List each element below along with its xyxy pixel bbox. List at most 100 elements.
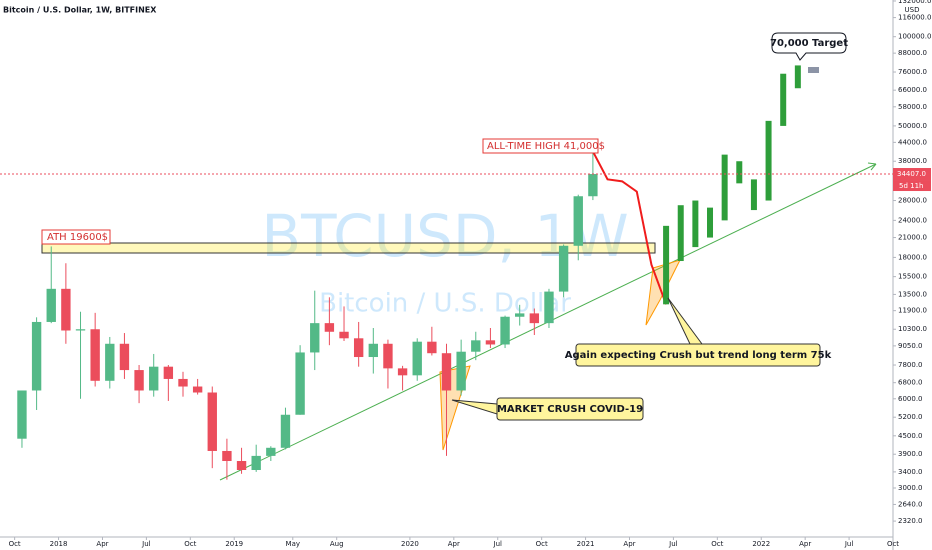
crush-box [575,343,821,367]
target-label: 70,000 Target [770,38,848,49]
x-tick-label: 2021 [577,540,595,548]
target-callout [771,32,847,61]
candle-body [471,340,481,352]
trendline-arrow [867,162,877,171]
x-tick-label: Oct [184,540,196,548]
x-tick-label: 2018 [50,540,68,548]
candle-body [515,313,525,317]
projection-bar [750,179,757,211]
y-tick-label: 6000.0 [898,395,923,403]
candle-body [192,386,203,393]
x-tick-label: Apr [799,540,811,548]
candle-body [31,321,42,391]
projection-bar [794,65,801,89]
y-tick-label: 6800.0 [898,379,923,387]
projection-bar [707,207,714,238]
y-tick-label: 3000.0 [898,484,923,492]
x-tick-label: Apr [623,540,635,548]
countdown-box [893,180,931,192]
y-tick-label: 7800.0 [898,361,923,369]
x-tick-label: Oct [536,540,548,548]
covid-box [496,397,644,421]
candle-body [324,323,335,332]
y-tick-label: 28000.0 [898,197,927,205]
x-tick-label: Oct [711,540,723,548]
x-tick-label: Apr [96,540,108,548]
y-tick-label: 3400.0 [898,468,923,476]
watermark-subtitle: Bitcoin / U.S. Dollar [319,289,571,319]
candle-body [427,341,437,354]
candle-body [251,455,261,471]
candle-body [105,343,115,381]
candle-body [456,351,466,391]
candle-body [222,450,232,462]
candle-body [17,390,27,439]
y-tick-label: 116000.0 [898,14,931,22]
ath-2021-label: ALL-TIME HIGH 41,000$ [487,141,605,152]
candle-body [441,353,452,391]
candle-body [339,331,349,339]
ath-label: ATH 19600$ [47,232,108,243]
candle-body [573,196,583,246]
y-tick-label: 4500.0 [898,432,923,440]
candle-body [119,343,130,371]
candle-body [544,291,554,324]
y-tick-label: 3900.0 [898,450,923,458]
projection-line [592,150,668,305]
x-tick-label: 2019 [225,540,243,548]
projection-bar [721,154,728,221]
projection-bar [677,205,684,262]
candle-body [236,461,247,471]
y-tick-label: 10300.0 [898,325,927,333]
x-tick-label: Aug [330,540,344,548]
last-price-box [893,168,931,181]
candle-body [397,368,408,376]
projection-bar [765,120,772,201]
x-tick-label: Jul [668,540,678,548]
countdown-label: 5d 11h [899,182,923,190]
y-tick-label: 18000.0 [898,253,927,261]
candle-body [75,329,86,331]
y-tick-label: 5200.0 [898,413,923,421]
y-tick-label: 76000.0 [898,68,927,76]
y-tick-label: 88000.0 [898,49,927,57]
y-tick-label: 2640.0 [898,500,923,508]
candle-body [310,323,320,353]
y-tick-label: 24000.0 [898,216,927,224]
y-tick-label: 2320.0 [898,517,923,525]
candle-body [207,392,217,451]
candle-body [266,447,276,456]
y-tick-label: 50000.0 [898,122,927,130]
y-tick-label: 13500.0 [898,290,927,298]
y-tick-label: 21000.0 [898,234,927,242]
y-tick-label: 15500.0 [898,273,927,281]
candle-body [485,340,496,345]
projection-bar [736,161,743,184]
candle-body [368,343,378,358]
chart-title: Bitcoin / U.S. Dollar, 1W, BITFINEX [3,6,157,15]
candle-body [90,329,100,381]
x-tick-label: Jul [493,540,503,548]
candle-body [353,338,364,358]
candle-body [558,245,569,292]
candle-body [412,341,422,376]
y-tick-label: 11900.0 [898,307,927,315]
candle-body [295,352,305,415]
y-tick-label: 38000.0 [898,157,927,165]
candle-body [46,288,56,322]
y-tick-label: 132000.0 [898,0,931,5]
candle-body [280,414,291,448]
crush-label: Again expecting Crush but trend long ter… [565,350,832,361]
ath-2021-box [482,138,599,154]
projection-end-box [808,67,819,73]
candle-body [178,378,188,387]
y-tick-label: 44000.0 [898,138,927,146]
x-tick-label: Jul [844,540,854,548]
x-tick-label: Apr [448,540,460,548]
covid-label: MARKET CRUSH COVID-19 [497,404,643,415]
projection-bar [780,73,787,126]
x-tick-label: May [286,540,300,548]
x-tick-label: Oct [887,540,899,548]
